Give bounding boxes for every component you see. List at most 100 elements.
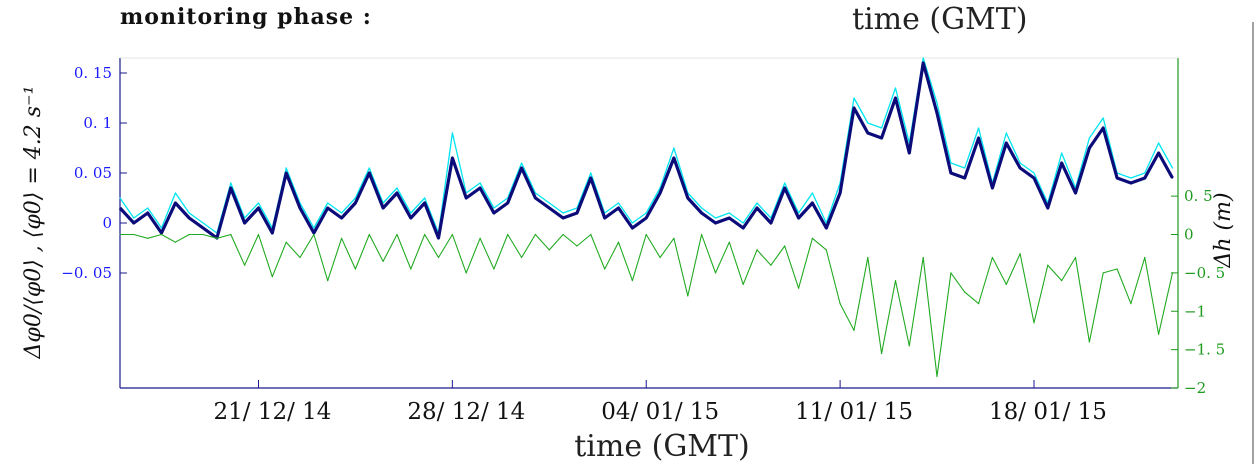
data-point xyxy=(1061,280,1063,282)
y-tick-label-right: −2 xyxy=(1184,379,1206,397)
data-point xyxy=(881,352,883,355)
data-point xyxy=(313,232,315,234)
data-point xyxy=(950,162,952,164)
data-point xyxy=(465,197,467,199)
data-point xyxy=(341,217,343,219)
data-point xyxy=(493,268,495,270)
data-point xyxy=(534,197,537,199)
data-point xyxy=(964,167,966,169)
data-point xyxy=(894,280,897,282)
data-point xyxy=(894,97,897,99)
data-point xyxy=(382,260,384,262)
data-point xyxy=(1033,172,1035,174)
data-point xyxy=(299,207,301,209)
data-point xyxy=(257,233,260,236)
data-point xyxy=(839,192,841,194)
y-tick-label-left: 0. 05 xyxy=(74,164,112,182)
data-point xyxy=(174,241,176,243)
data-point xyxy=(368,233,370,236)
data-point xyxy=(1047,264,1049,266)
data-point xyxy=(1130,177,1132,179)
data-point xyxy=(1088,147,1090,149)
data-point xyxy=(978,137,980,139)
data-point xyxy=(493,207,495,209)
data-point xyxy=(853,329,855,331)
data-point xyxy=(1019,253,1021,255)
data-point xyxy=(451,233,453,236)
data-point xyxy=(645,212,647,214)
data-point xyxy=(354,202,356,204)
data-point xyxy=(714,217,717,219)
y-tick-label-right: −1 xyxy=(1184,302,1206,320)
data-point xyxy=(341,212,343,214)
data-point xyxy=(410,268,412,270)
y-tick-label-left: −0. 05 xyxy=(61,264,112,282)
data-point xyxy=(133,217,135,219)
data-point xyxy=(160,233,163,236)
data-point xyxy=(521,256,523,259)
data-point xyxy=(922,256,924,259)
data-point xyxy=(396,187,398,189)
data-point xyxy=(784,245,786,247)
data-point xyxy=(645,233,647,236)
data-point xyxy=(271,276,273,278)
data-point xyxy=(908,152,910,154)
data-point xyxy=(160,232,163,234)
x-axis-ticks: 21/ 12/ 14 28/ 12/ 14 04/ 01/ 15 11/ 01/ 15… xyxy=(214,380,1107,425)
y-tick-label-right: 0. 5 xyxy=(1184,187,1213,205)
data-point xyxy=(1061,162,1063,164)
series-layer xyxy=(118,57,1174,378)
data-point xyxy=(174,202,176,204)
data-point xyxy=(548,207,550,209)
data-point xyxy=(493,212,495,214)
y-tick-label-left: 0. 15 xyxy=(74,64,112,82)
data-point xyxy=(244,264,246,266)
data-point xyxy=(174,192,176,194)
data-point xyxy=(825,227,827,229)
data-point xyxy=(188,233,190,236)
data-point xyxy=(216,237,218,239)
data-point xyxy=(617,207,620,209)
data-point xyxy=(853,97,855,99)
data-point xyxy=(1074,256,1077,259)
data-point xyxy=(576,212,578,214)
data-point xyxy=(521,162,523,164)
data-point xyxy=(673,237,675,239)
y-tick-label-right: −0. 5 xyxy=(1184,264,1225,282)
series-line--h-m- xyxy=(120,233,1174,378)
data-point xyxy=(853,107,855,109)
data-point xyxy=(1130,303,1132,305)
data-point xyxy=(1088,341,1090,343)
data-point xyxy=(825,249,827,251)
data-point xyxy=(285,172,287,174)
data-point xyxy=(1074,192,1077,194)
data-point xyxy=(327,280,329,282)
x-tick-label: 18/ 01/ 15 xyxy=(989,399,1107,425)
x-tick-label: 21/ 12/ 14 xyxy=(214,399,332,425)
data-point xyxy=(354,197,356,199)
data-point xyxy=(424,233,426,236)
left-axis-ticks: 0. 15 0. 1 0. 05 0 −0. 05 xyxy=(61,64,127,282)
data-point xyxy=(784,182,786,184)
data-point xyxy=(479,187,481,189)
data-point xyxy=(1144,177,1146,179)
data-point xyxy=(534,192,537,194)
data-point xyxy=(1158,333,1160,335)
data-point xyxy=(1130,182,1132,184)
data-point xyxy=(202,233,204,236)
data-point xyxy=(784,187,786,189)
data-point xyxy=(230,187,232,189)
data-point xyxy=(742,227,744,229)
data-point xyxy=(465,272,467,274)
x-tick-label: 11/ 01/ 15 xyxy=(795,399,913,425)
data-point xyxy=(673,157,675,159)
data-point xyxy=(1033,322,1035,324)
y-axis-label-left: Δφ0/⟨φ0⟩ , ⟨φ0⟩ = 4.2 s⁻¹ xyxy=(21,86,46,360)
data-point xyxy=(936,102,938,104)
data-point xyxy=(922,62,924,64)
data-point xyxy=(867,256,869,259)
data-point xyxy=(770,222,772,224)
data-point xyxy=(659,192,661,194)
data-point xyxy=(867,122,869,124)
